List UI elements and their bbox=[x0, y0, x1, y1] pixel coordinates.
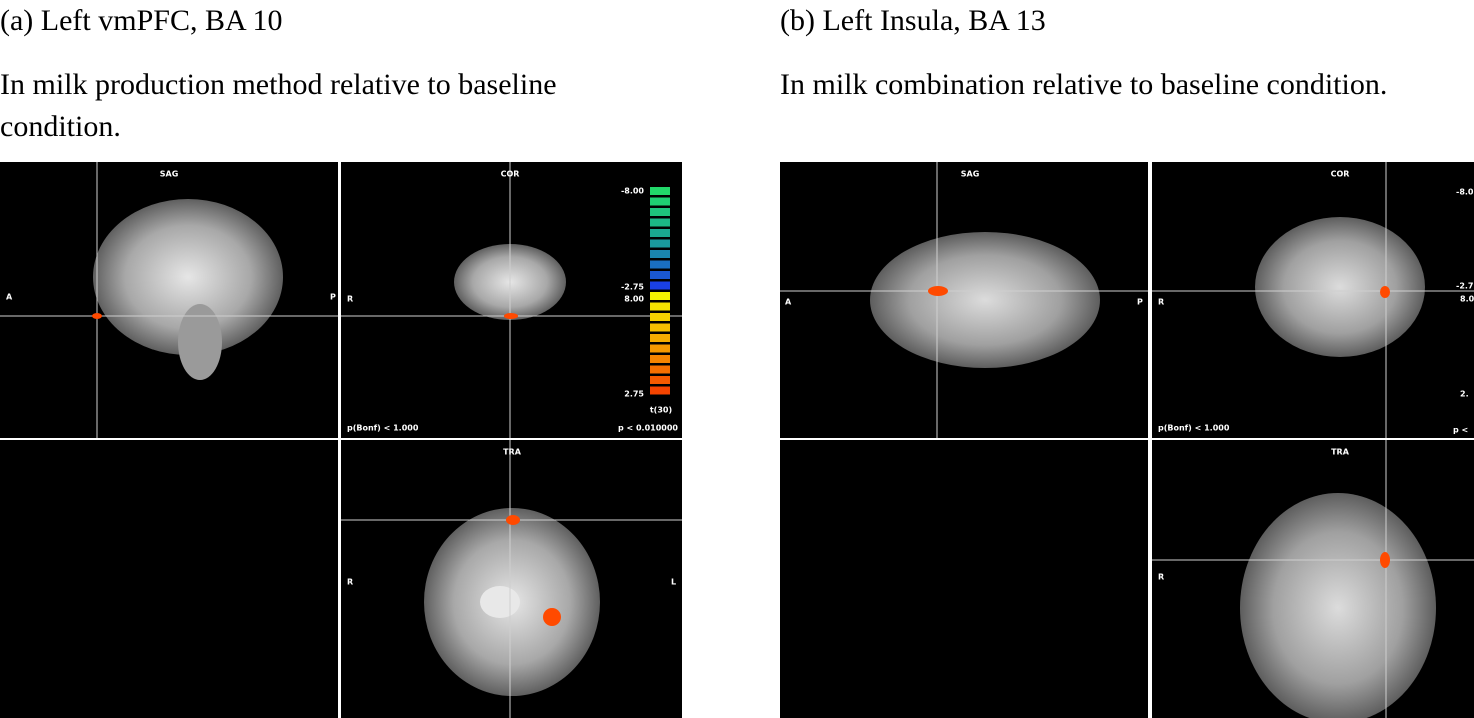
panel-caption: In milk production method relative to ba… bbox=[0, 68, 557, 143]
brain bbox=[1255, 217, 1425, 357]
orientation: P bbox=[1137, 298, 1143, 307]
brain-panel: SAG A P COR R p(Bonf) < 1.000 -8.0 -2.7 … bbox=[780, 162, 1474, 718]
orientation: R bbox=[1158, 573, 1164, 582]
colorbar-cell bbox=[650, 281, 670, 290]
view-title: SAG bbox=[961, 170, 980, 179]
panel-label: (b) Left Insula, BA 13 bbox=[780, 4, 1046, 37]
brain bbox=[1240, 493, 1436, 718]
view-title: COR bbox=[501, 170, 520, 179]
colorbar-cell bbox=[650, 334, 670, 342]
orientation: R bbox=[347, 578, 353, 587]
colorbar-label: 2.75 bbox=[624, 390, 644, 399]
colorbar-cell bbox=[650, 260, 670, 269]
activation bbox=[1380, 286, 1390, 298]
colorbar-label: 8.00 bbox=[624, 295, 644, 304]
activation bbox=[928, 286, 948, 296]
colorbar-label: -2.75 bbox=[621, 283, 644, 292]
colorbar-cell bbox=[650, 208, 670, 216]
colorbar-cell bbox=[650, 187, 670, 195]
colorbar-cell bbox=[650, 355, 670, 363]
orientation: A bbox=[6, 293, 13, 302]
view-title: COR bbox=[1331, 170, 1350, 179]
colorbar-cell bbox=[650, 292, 670, 300]
view-title: SAG bbox=[160, 170, 179, 179]
orientation: L bbox=[671, 578, 676, 587]
colorbar-cell bbox=[650, 386, 670, 395]
orientation: R bbox=[347, 295, 353, 304]
activation bbox=[504, 313, 518, 319]
orientation: P bbox=[330, 293, 336, 302]
colorbar-cell bbox=[650, 197, 670, 206]
view-title: TRA bbox=[503, 448, 522, 457]
view-title: TRA bbox=[1331, 448, 1350, 457]
brain-panel: SAG A P COR R p(Bonf) < 1.000 p < 0.0100… bbox=[0, 162, 682, 718]
colorbar-cell bbox=[650, 250, 670, 258]
orientation: R bbox=[1158, 298, 1164, 307]
activation bbox=[92, 313, 102, 319]
activation bbox=[1380, 552, 1390, 568]
activation bbox=[506, 515, 520, 525]
view-empty bbox=[0, 440, 338, 718]
colorbar-label: -2.7 bbox=[1456, 282, 1474, 291]
colorbar-cell bbox=[650, 218, 670, 227]
orientation: A bbox=[785, 298, 792, 307]
colorbar-label: 8.0 bbox=[1460, 295, 1474, 304]
colorbar-label: 2. bbox=[1460, 390, 1469, 399]
p-bonf: p(Bonf) < 1.000 bbox=[347, 424, 419, 433]
colorbar-cell bbox=[650, 313, 670, 321]
p-bonf: p(Bonf) < 1.000 bbox=[1158, 424, 1230, 433]
view-empty bbox=[780, 440, 1148, 718]
colorbar-cell bbox=[650, 365, 670, 374]
colorbar-label: -8.0 bbox=[1456, 188, 1474, 197]
activation bbox=[543, 608, 561, 626]
colorbar-cell bbox=[650, 229, 670, 237]
colorbar-cell bbox=[650, 376, 670, 384]
colorbar-cell bbox=[650, 302, 670, 311]
p-threshold: p < 0.010000 bbox=[618, 424, 678, 433]
colorbar-cell bbox=[650, 323, 670, 332]
brain bbox=[870, 232, 1100, 368]
brainstem bbox=[178, 304, 222, 380]
colorbar-cell bbox=[650, 239, 670, 248]
colorbar-stat: t(30) bbox=[650, 406, 672, 415]
panel-label: (a) Left vmPFC, BA 10 bbox=[0, 4, 283, 37]
colorbar-label: -8.00 bbox=[621, 187, 644, 196]
brainstem bbox=[480, 586, 520, 618]
panel-caption: In milk combination relative to baseline… bbox=[780, 68, 1388, 101]
colorbar-cell bbox=[650, 271, 670, 279]
colorbar bbox=[650, 187, 670, 395]
p-threshold: p < bbox=[1453, 426, 1468, 435]
colorbar-cell bbox=[650, 344, 670, 353]
